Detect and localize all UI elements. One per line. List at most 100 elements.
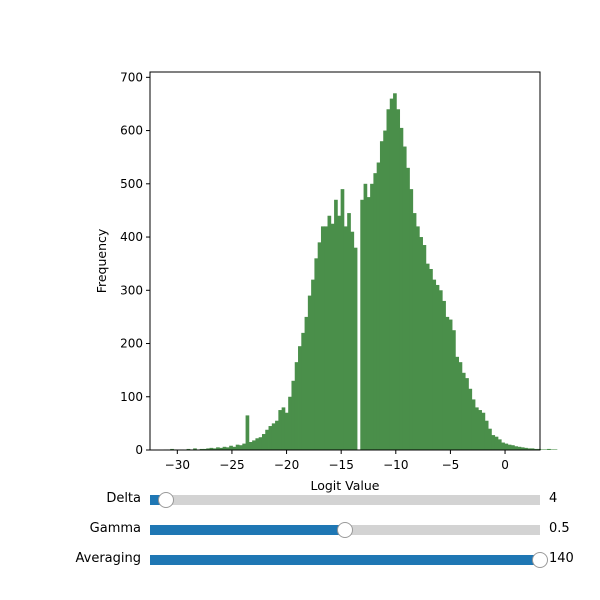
averaging-slider-handle[interactable] — [532, 552, 548, 568]
y-axis-ticks: 0 100 200 300 400 500 600 700 — [120, 70, 150, 457]
histogram-bar — [406, 167, 410, 450]
y-axis-label: Frequency — [94, 228, 109, 293]
histogram-bar — [284, 412, 289, 450]
histogram-bar — [514, 446, 519, 450]
histogram-bar — [291, 380, 296, 450]
histogram-bar — [511, 445, 515, 450]
histogram-bar — [396, 109, 401, 450]
histogram-bar — [504, 443, 509, 450]
histogram-bar — [537, 448, 541, 450]
histogram-bar — [540, 449, 545, 450]
histogram-bar — [386, 109, 391, 450]
x-tick-label: −30 — [165, 458, 190, 472]
histogram-bar — [350, 231, 355, 450]
histogram-bar — [497, 439, 502, 450]
histogram-bar — [543, 449, 548, 450]
histogram-bar — [199, 448, 204, 450]
histogram-bar — [416, 226, 420, 450]
averaging-slider-row: Averaging 140 — [0, 548, 600, 572]
averaging-slider[interactable] — [150, 552, 548, 568]
histogram-bar — [271, 423, 276, 450]
histogram-bar — [524, 447, 528, 450]
histogram-bar — [393, 93, 397, 450]
averaging-slider-value: 140 — [549, 551, 574, 566]
histogram-bar — [324, 226, 328, 450]
histogram-bar — [458, 362, 463, 450]
y-tick-label: 600 — [120, 124, 143, 138]
averaging-slider-label: Averaging — [75, 551, 142, 566]
histogram-bar — [235, 444, 240, 450]
histogram-bar — [478, 410, 482, 450]
histogram-bar — [389, 98, 394, 450]
y-tick-label: 300 — [120, 283, 143, 297]
histogram-bar — [481, 412, 486, 450]
histogram-bar — [360, 199, 364, 450]
histogram-bar — [219, 447, 224, 450]
histogram-bar — [517, 446, 522, 450]
histogram-bar — [507, 444, 512, 450]
histogram-bar — [337, 215, 342, 450]
histogram-bar — [438, 290, 443, 450]
y-tick-label: 500 — [120, 177, 143, 191]
histogram-bar — [527, 448, 532, 450]
axes-frame — [149, 71, 541, 451]
histogram-bar — [248, 442, 253, 450]
histogram-bar — [225, 447, 230, 450]
histogram-bar — [252, 440, 256, 450]
x-tick-label: −25 — [219, 458, 244, 472]
delta-slider-handle[interactable] — [157, 492, 174, 508]
histogram-bar — [202, 448, 207, 450]
y-tick-label: 100 — [120, 390, 143, 404]
histogram-bar — [402, 146, 407, 450]
histogram-bar — [379, 141, 384, 450]
histogram-bar — [330, 223, 335, 450]
x-tick-label: −15 — [329, 458, 354, 472]
histogram-bar — [258, 437, 263, 450]
histogram-bar — [452, 330, 456, 450]
histogram-bar — [471, 399, 476, 450]
histogram-bar — [334, 199, 338, 450]
histogram-bar — [484, 420, 489, 450]
histogram-bar — [212, 448, 217, 450]
histogram-bar — [268, 426, 273, 450]
histogram-bar — [288, 396, 292, 450]
delta-slider-row: Delta 4 — [0, 488, 600, 512]
histogram-bar — [265, 429, 269, 450]
x-tick-label: 0 — [501, 458, 509, 472]
histogram-bar — [255, 438, 260, 450]
histogram-bar — [317, 242, 322, 450]
histogram-bar — [383, 130, 387, 450]
histogram-bar — [301, 332, 305, 450]
histogram-bar — [239, 445, 243, 450]
histogram-bar — [209, 447, 214, 450]
histogram-bar — [468, 388, 473, 450]
histogram-bar — [465, 378, 469, 450]
histogram-bar — [412, 213, 417, 450]
gamma-slider-handle[interactable] — [337, 522, 353, 538]
histogram-bar — [281, 407, 286, 450]
histogram-bar — [245, 415, 250, 450]
gamma-slider-label: Gamma — [89, 521, 141, 536]
gamma-slider-value: 0.5 — [549, 521, 570, 536]
histogram-bar — [170, 448, 174, 450]
averaging-slider-fill — [150, 555, 540, 565]
gamma-slider[interactable] — [150, 522, 540, 538]
histogram-bar — [311, 279, 315, 450]
histogram-bar — [461, 372, 466, 450]
histogram-bar — [429, 268, 433, 450]
gamma-slider-row: Gamma 0.5 — [0, 518, 600, 542]
histogram-bar — [366, 197, 371, 450]
histogram-bar — [298, 346, 302, 450]
histogram-bar — [435, 284, 440, 450]
histogram-bar — [376, 162, 381, 450]
histogram-bar — [520, 447, 525, 450]
y-tick-label: 200 — [120, 337, 143, 351]
delta-slider[interactable] — [150, 492, 540, 508]
histogram-bar — [232, 446, 237, 450]
histogram-bar — [533, 448, 538, 450]
histogram-bar — [425, 263, 430, 450]
histogram-bars — [163, 93, 558, 451]
histogram-bar — [347, 213, 351, 450]
histogram-bar — [488, 428, 492, 450]
